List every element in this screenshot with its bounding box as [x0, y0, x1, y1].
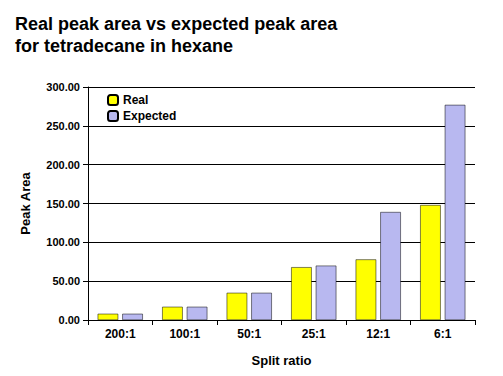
svg-text:200:1: 200:1: [105, 327, 136, 341]
svg-text:Real peak area vs expected pea: Real peak area vs expected peak area: [15, 14, 338, 34]
svg-text:for tetradecane in hexane: for tetradecane in hexane: [15, 36, 233, 56]
svg-text:50:1: 50:1: [237, 327, 261, 341]
svg-text:0.00: 0.00: [59, 314, 80, 326]
svg-text:Peak Area: Peak Area: [18, 172, 33, 235]
svg-text:Expected: Expected: [123, 109, 176, 123]
svg-text:100.00: 100.00: [46, 236, 80, 248]
svg-text:250.00: 250.00: [46, 120, 80, 132]
svg-text:Split ratio: Split ratio: [252, 353, 312, 368]
svg-text:50.00: 50.00: [52, 275, 80, 287]
svg-text:25:1: 25:1: [302, 327, 326, 341]
svg-text:150.00: 150.00: [46, 198, 80, 210]
svg-text:100:1: 100:1: [169, 327, 200, 341]
svg-text:300.00: 300.00: [46, 81, 80, 93]
svg-text:Real: Real: [123, 93, 148, 107]
svg-text:200.00: 200.00: [46, 159, 80, 171]
svg-text:12:1: 12:1: [366, 327, 390, 341]
svg-text:6:1: 6:1: [434, 327, 452, 341]
